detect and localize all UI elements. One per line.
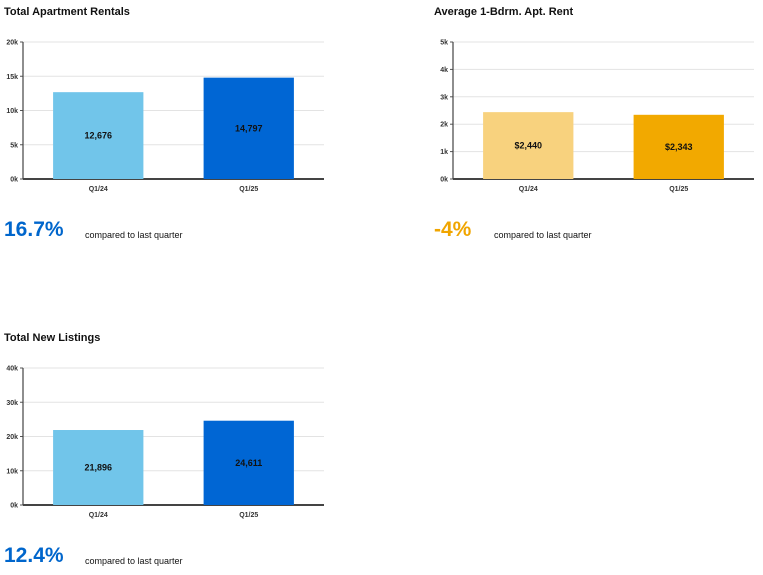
y-tick-label: 30k	[6, 400, 18, 407]
bar-value-label: 12,676	[84, 131, 112, 141]
bar	[483, 112, 574, 179]
chart-title: Total Apartment Rentals	[4, 6, 130, 18]
bar	[633, 114, 724, 179]
y-tick-label: 40k	[6, 366, 18, 373]
y-tick-label: 0k	[440, 177, 448, 184]
y-tick-label: 0k	[10, 177, 18, 184]
panel-total-new-listings: Total New Listings 0k 10k 20k 30k 40k 21,896 Q…	[4, 332, 334, 572]
bar	[203, 77, 294, 179]
y-tick-label: 2k	[440, 122, 448, 129]
x-tick-label: Q1/25	[239, 186, 258, 193]
y-tick-label: 5k	[10, 142, 18, 149]
y-tick-label: 0k	[10, 503, 18, 510]
panel-average-rent: Average 1-Bdrm. Apt. Rent 0k 1k 2k 3k 4k 5k $2…	[434, 6, 759, 246]
y-tick-label: 3k	[440, 94, 448, 101]
y-tick-label: 4k	[440, 67, 448, 74]
change-percent: 12.4%	[4, 544, 64, 567]
bar-chart: 0k 10k 20k 30k 40k 21,896 Q1/24 24,611 Q1/25	[6, 366, 324, 519]
x-tick-label: Q1/25	[239, 512, 258, 519]
bar	[53, 92, 144, 179]
bar	[53, 430, 144, 505]
y-tick-label: 10k	[6, 468, 18, 475]
chart-title: Average 1-Bdrm. Apt. Rent	[434, 6, 574, 18]
bar-value-label: 14,797	[235, 123, 263, 133]
panel-total-apartment-rentals: Total Apartment Rentals 0k 5k 10k 15k 20k 12,…	[4, 6, 334, 246]
x-tick-label: Q1/24	[89, 512, 108, 519]
change-caption: compared to last quarter	[85, 556, 183, 566]
bar-value-label: $2,343	[665, 142, 693, 152]
y-tick-label: 15k	[6, 74, 18, 81]
y-tick-label: 20k	[6, 40, 18, 47]
change-percent: 16.7%	[4, 218, 64, 241]
y-tick-label: 20k	[6, 434, 18, 441]
y-tick-label: 1k	[440, 149, 448, 156]
x-tick-label: Q1/24	[89, 186, 108, 193]
bar-value-label: $2,440	[514, 141, 542, 151]
bar-value-label: 24,611	[235, 458, 262, 468]
change-caption: compared to last quarter	[85, 230, 183, 240]
bar-chart: 0k 5k 10k 15k 20k 12,676 Q1/24 14,797 Q1/25	[6, 40, 324, 193]
bar-value-label: 21,896	[84, 463, 112, 473]
chart-title: Total New Listings	[4, 332, 101, 344]
bar	[203, 420, 294, 505]
change-caption: compared to last quarter	[494, 230, 592, 240]
bar-chart: 0k 1k 2k 3k 4k 5k $2,440 Q1/24 $2,343 Q1/25	[440, 40, 754, 193]
x-tick-label: Q1/24	[519, 186, 538, 193]
y-tick-label: 10k	[6, 108, 18, 115]
change-percent: -4%	[434, 218, 472, 241]
y-tick-label: 5k	[440, 40, 448, 47]
x-tick-label: Q1/25	[669, 186, 688, 193]
